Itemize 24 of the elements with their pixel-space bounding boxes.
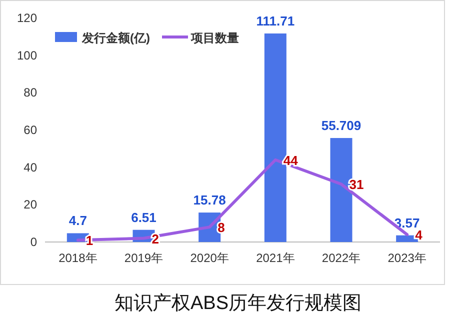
x-tick-label: 2020年	[190, 251, 229, 265]
x-tick-label: 2023年	[388, 251, 426, 265]
y-tick-label: 40	[24, 160, 38, 174]
data-label: 6.51	[131, 210, 156, 225]
data-label: 111.71	[256, 13, 295, 28]
y-tick-label: 80	[24, 86, 38, 100]
data-label: 4.7	[68, 213, 87, 228]
y-tick-label: 20	[24, 198, 38, 212]
x-tick-label: 2019年	[124, 251, 164, 265]
x-tick-label: 2018年	[58, 251, 98, 265]
legend-label: 项目数量	[190, 31, 239, 45]
y-tick-label: 0	[30, 235, 38, 249]
data-label: 15.78	[193, 192, 226, 208]
x-tick-label: 2021年	[256, 251, 295, 265]
data-label: 2	[152, 231, 159, 246]
y-tick-label: 100	[16, 48, 38, 62]
text: 知识产权ABS历年发行规模图	[114, 293, 362, 314]
y-tick-label: 60	[24, 123, 38, 137]
y-tick-label: 120	[16, 11, 38, 25]
data-label: 55.709	[321, 118, 362, 134]
data-label: 4	[415, 228, 424, 243]
legend-label: 发行金额(亿)	[81, 31, 150, 45]
x-tick-label: 2022年	[322, 251, 361, 265]
data-label: 1	[86, 233, 94, 248]
